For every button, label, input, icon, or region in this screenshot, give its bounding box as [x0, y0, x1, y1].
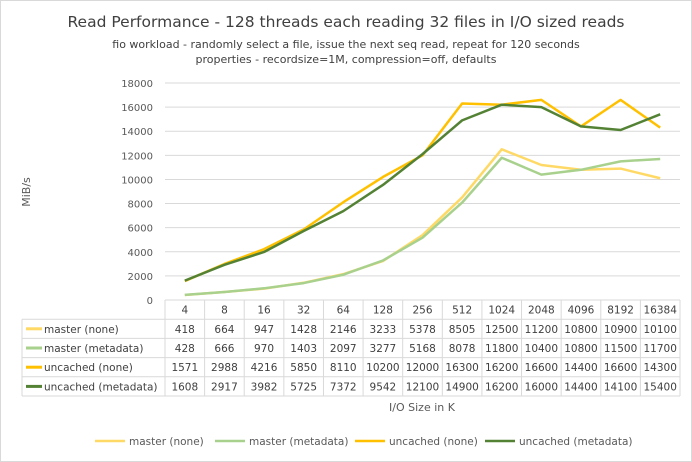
data-label: 1428 — [290, 324, 317, 336]
data-label: 12000 — [406, 362, 439, 374]
y-tick-label: 10000 — [121, 175, 153, 186]
data-label: 14400 — [564, 362, 597, 374]
chart-subtitle-1: fio workload - randomly select a file, i… — [112, 38, 580, 51]
data-label: 5850 — [290, 362, 317, 374]
data-label: 10900 — [604, 324, 637, 336]
legend-label: uncached (none) — [389, 436, 478, 448]
data-label: 12100 — [406, 381, 439, 393]
data-label: 664 — [214, 324, 234, 336]
legend-label: master (none) — [129, 436, 204, 448]
data-label: 428 — [175, 343, 195, 355]
data-label: 8505 — [449, 324, 476, 336]
data-label: 9542 — [370, 381, 397, 393]
x-tick-label: 64 — [337, 305, 351, 317]
x-tick-label: 256 — [412, 305, 432, 317]
x-tick-label: 4 — [181, 305, 188, 317]
x-tick-label: 8 — [221, 305, 228, 317]
data-label: 16200 — [485, 381, 518, 393]
data-label: 16300 — [445, 362, 478, 374]
legend-label: uncached (metadata) — [519, 436, 633, 448]
data-label: 10200 — [366, 362, 399, 374]
x-tick-label: 8192 — [607, 305, 634, 317]
data-label: 16200 — [485, 362, 518, 374]
data-label: 8078 — [449, 343, 476, 355]
data-label: 5725 — [290, 381, 317, 393]
table-series-label: master (none) — [44, 324, 119, 336]
data-label: 2988 — [211, 362, 238, 374]
x-tick-label: 1024 — [488, 305, 515, 317]
data-label: 11500 — [604, 343, 637, 355]
series-line-3 — [184, 103, 661, 282]
data-label: 11800 — [485, 343, 518, 355]
y-tick-label: 14000 — [121, 127, 153, 138]
data-label: 970 — [254, 343, 274, 355]
data-label: 14900 — [445, 381, 478, 393]
y-tick-label: 12000 — [121, 151, 153, 162]
data-label: 1608 — [171, 381, 198, 393]
data-label: 10100 — [643, 324, 676, 336]
y-tick-label: 16000 — [121, 103, 153, 114]
x-axis-label: I/O Size in K — [389, 401, 456, 414]
data-label: 5168 — [409, 343, 436, 355]
data-label: 16000 — [525, 381, 558, 393]
x-tick-label: 16384 — [643, 305, 677, 317]
table-series-label: uncached (metadata) — [44, 381, 158, 393]
data-label: 3277 — [370, 343, 397, 355]
data-label: 2097 — [330, 343, 357, 355]
data-label: 16600 — [604, 362, 637, 374]
data-label: 1571 — [171, 362, 198, 374]
data-label: 10400 — [525, 343, 558, 355]
data-label: 666 — [214, 343, 234, 355]
data-label: 8110 — [330, 362, 357, 374]
data-label: 11700 — [643, 343, 676, 355]
data-label: 3982 — [251, 381, 278, 393]
data-label: 10800 — [564, 343, 597, 355]
y-tick-label: 8000 — [128, 200, 153, 211]
table-series-label: master (metadata) — [44, 343, 143, 355]
data-label: 2146 — [330, 324, 357, 336]
data-label: 12500 — [485, 324, 518, 336]
data-label: 15400 — [643, 381, 676, 393]
data-label: 16600 — [525, 362, 558, 374]
y-tick-label: 0 — [147, 296, 153, 307]
data-label: 4216 — [251, 362, 278, 374]
x-tick-label: 4096 — [568, 305, 595, 317]
y-tick-label: 6000 — [128, 224, 153, 235]
data-label: 3233 — [370, 324, 397, 336]
x-tick-label: 512 — [452, 305, 472, 317]
series-line-0 — [184, 148, 661, 297]
chart-subtitle-2: properties - recordsize=1M, compression=… — [196, 53, 497, 66]
data-label: 14400 — [564, 381, 597, 393]
x-tick-label: 2048 — [528, 305, 555, 317]
y-axis-label: MiB/s — [20, 177, 33, 207]
chart-title: Read Performance - 128 threads each read… — [67, 13, 624, 31]
x-tick-label: 16 — [257, 305, 271, 317]
x-tick-label: 128 — [373, 305, 393, 317]
series-line-1 — [184, 156, 661, 297]
legend-label: master (metadata) — [249, 436, 348, 448]
data-label: 14100 — [604, 381, 637, 393]
data-label: 418 — [175, 324, 195, 336]
data-label: 947 — [254, 324, 274, 336]
y-tick-label: 18000 — [121, 79, 153, 90]
table-series-label: uncached (none) — [44, 362, 133, 374]
data-label: 11200 — [525, 324, 558, 336]
data-label: 10800 — [564, 324, 597, 336]
data-label: 14300 — [643, 362, 676, 374]
data-label: 5378 — [409, 324, 436, 336]
data-label: 1403 — [290, 343, 317, 355]
x-tick-label: 32 — [297, 305, 310, 317]
data-label: 2917 — [211, 381, 238, 393]
y-tick-label: 4000 — [128, 248, 153, 259]
y-tick-label: 2000 — [128, 272, 153, 283]
data-label: 7372 — [330, 381, 357, 393]
